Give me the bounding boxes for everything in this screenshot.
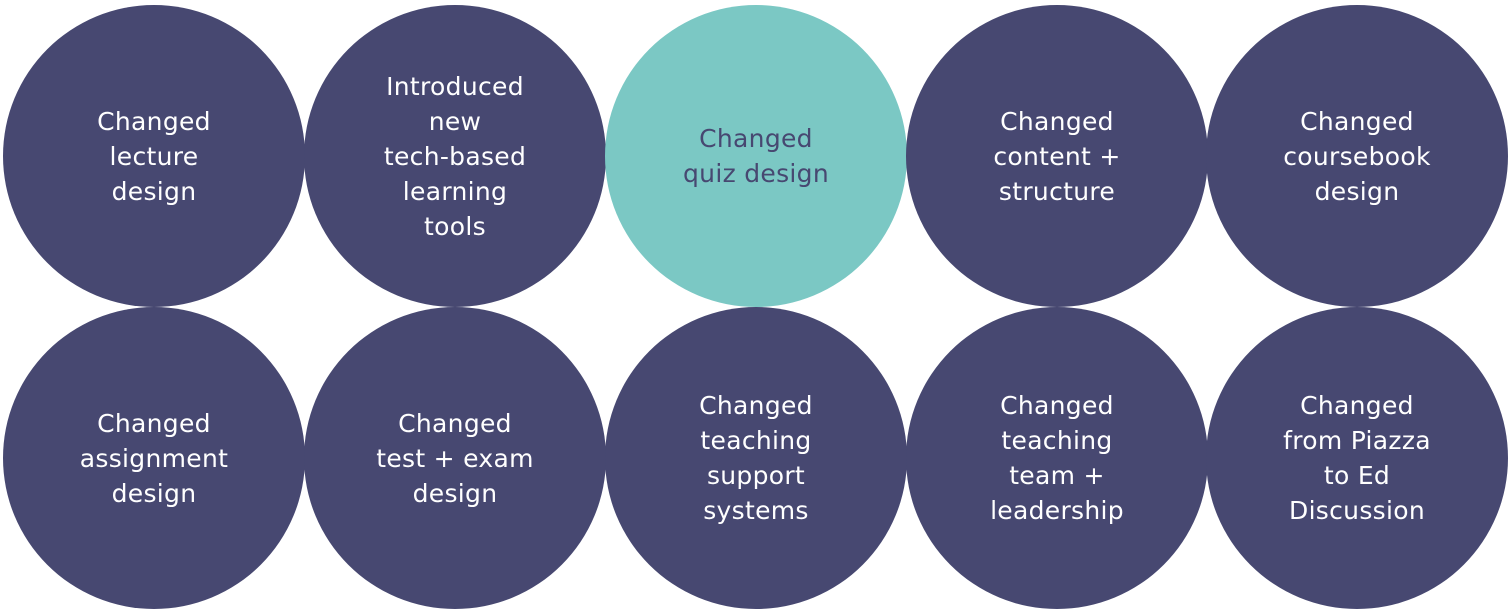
circle-label: Changed quiz design bbox=[683, 124, 829, 188]
circle-label: Changed content + structure bbox=[993, 106, 1121, 206]
circle-label: Changed assignment design bbox=[79, 408, 229, 508]
circle-label: Changed teaching team + leadership bbox=[990, 391, 1124, 525]
circle-label: Changed lecture design bbox=[97, 106, 211, 206]
circle-test-exam-design: Changed test + exam design bbox=[304, 307, 606, 609]
circle-tech-learning-tools: Introduced new tech-based learning tools bbox=[304, 5, 606, 307]
circle-piazza-to-ed: Changed from Piazza to Ed Discussion bbox=[1206, 307, 1508, 609]
circle-content-structure: Changed content + structure bbox=[906, 5, 1208, 307]
circle-teaching-team: Changed teaching team + leadership bbox=[906, 307, 1208, 609]
circle-label: Changed teaching support systems bbox=[699, 391, 813, 525]
circle-label: Changed from Piazza to Ed Discussion bbox=[1283, 391, 1431, 525]
circle-assignment-design: Changed assignment design bbox=[3, 307, 305, 609]
circle-label: Changed test + exam design bbox=[376, 408, 534, 508]
circle-label: Introduced new tech-based learning tools bbox=[383, 71, 527, 241]
circle-label: Changed coursebook design bbox=[1283, 106, 1431, 206]
circle-quiz-design-highlighted: Changed quiz design bbox=[605, 5, 907, 307]
circle-teaching-support: Changed teaching support systems bbox=[605, 307, 907, 609]
circle-lecture-design: Changed lecture design bbox=[3, 5, 305, 307]
circle-coursebook-design: Changed coursebook design bbox=[1206, 5, 1508, 307]
